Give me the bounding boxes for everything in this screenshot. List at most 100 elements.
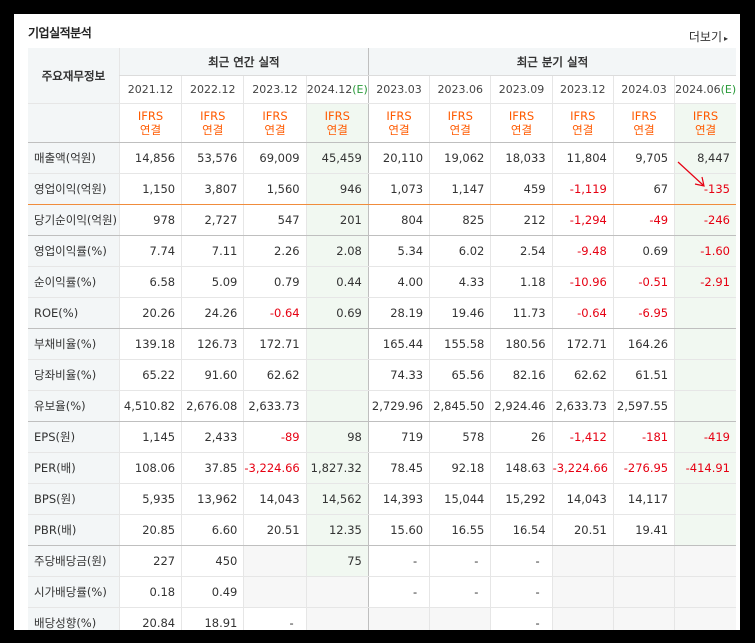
- period-header: 2022.12: [181, 75, 244, 104]
- data-cell: 978: [118, 204, 182, 236]
- data-cell: 172.71: [551, 328, 614, 360]
- data-cell: 2,433: [181, 421, 244, 453]
- data-cell: 126.73: [181, 328, 244, 360]
- data-cell: 3,807: [181, 173, 244, 205]
- row-label: 유보율(%): [28, 390, 120, 422]
- consolidated-label: 연결: [202, 123, 224, 137]
- data-cell: -6.95: [612, 297, 675, 329]
- quarter-group-header: 최근 분기 실적: [367, 48, 736, 76]
- period-label: 2023.09: [498, 83, 545, 96]
- data-cell: 1,150: [118, 173, 182, 205]
- data-cell: 2,633.73: [243, 390, 307, 422]
- data-cell: 212: [490, 204, 553, 236]
- row-label: 주당배당금(원): [28, 545, 120, 577]
- data-cell: -: [490, 607, 553, 630]
- data-cell: [305, 390, 369, 422]
- data-cell: 18,033: [490, 142, 553, 174]
- data-cell: 62.62: [551, 359, 614, 391]
- data-cell: [612, 576, 675, 608]
- consolidated-label: 연결: [449, 123, 471, 137]
- row-label: ROE(%): [28, 297, 120, 329]
- period-header: 2021.12: [118, 75, 182, 104]
- ifrs-label: IFRS: [631, 109, 657, 123]
- data-cell: [305, 576, 369, 608]
- data-cell: [674, 576, 736, 608]
- data-cell: 547: [243, 204, 307, 236]
- data-cell: 16.55: [429, 514, 491, 546]
- more-link-label: 더보기: [688, 30, 722, 44]
- period-header: 2023.12: [551, 75, 614, 104]
- data-cell: 5.34: [367, 235, 430, 267]
- data-cell: 139.18: [118, 328, 182, 360]
- data-cell: 12.35: [305, 514, 369, 546]
- row-label: 영업이익(억원): [28, 173, 120, 205]
- data-cell: 450: [181, 545, 244, 577]
- data-cell: 24.26: [181, 297, 244, 329]
- data-cell: 61.51: [612, 359, 675, 391]
- data-cell: 78.45: [367, 452, 430, 484]
- data-cell: 719: [367, 421, 430, 453]
- data-cell: 19.41: [612, 514, 675, 546]
- data-cell: [243, 576, 307, 608]
- estimate-suffix: (E): [352, 83, 368, 96]
- data-cell: 28.19: [367, 297, 430, 329]
- data-cell: 67: [612, 173, 675, 205]
- data-cell: 65.56: [429, 359, 491, 391]
- data-cell: 14,562: [305, 483, 369, 515]
- data-cell: [674, 328, 736, 360]
- data-cell: [674, 297, 736, 329]
- data-cell: 26: [490, 421, 553, 453]
- data-cell: 15.60: [367, 514, 430, 546]
- data-cell: 11,804: [551, 142, 614, 174]
- period-header: 2024.03: [612, 75, 675, 104]
- data-cell: 2.54: [490, 235, 553, 267]
- data-cell: [305, 328, 369, 360]
- data-cell: 459: [490, 173, 553, 205]
- data-cell: -: [429, 545, 491, 577]
- period-label: 2022.12: [190, 83, 236, 96]
- data-cell: 155.58: [429, 328, 491, 360]
- estimate-suffix: (E): [720, 83, 737, 96]
- data-cell: 53,576: [181, 142, 244, 174]
- ifrs-label: IFRS: [386, 109, 412, 123]
- data-cell: 20.51: [551, 514, 614, 546]
- data-cell: 37.85: [181, 452, 244, 484]
- data-cell: -0.64: [243, 297, 307, 329]
- data-cell: 2.08: [305, 235, 369, 267]
- ifrs-label: IFRS: [137, 109, 164, 123]
- consolidated-label: 연결: [139, 123, 162, 137]
- data-cell: 4,510.82: [118, 390, 182, 422]
- data-cell: -: [367, 576, 430, 608]
- data-cell: 15,044: [429, 483, 491, 515]
- table-row: PBR(배) 20.85 6.60 20.51 12.35 15.60 16.55 16.54…: [28, 514, 736, 546]
- data-cell: 62.62: [243, 359, 307, 391]
- data-cell: 108.06: [118, 452, 182, 484]
- table-row: PER(배) 108.06 37.85 -3,224.66 1,827.32 78.45 9…: [28, 452, 736, 484]
- data-cell: 201: [305, 204, 369, 236]
- data-cell: 20.85: [118, 514, 182, 546]
- table-row: 배당성향(%) 20.84 18.91- -: [28, 607, 736, 630]
- data-cell: -: [367, 545, 430, 577]
- more-link[interactable]: 더보기 ▸: [689, 28, 728, 45]
- ifrs-header: IFRS 연결: [490, 103, 553, 143]
- ifrs-label: IFRS: [324, 109, 350, 123]
- ifrs-header: IFRS 연결: [243, 103, 307, 143]
- consolidated-label: 연결: [388, 123, 410, 137]
- data-cell: 148.63: [490, 452, 553, 484]
- data-cell: 45,459: [305, 142, 369, 174]
- row-label: PER(배): [28, 452, 120, 484]
- ifrs-header: IFRS 연결: [305, 103, 369, 143]
- consolidated-label: 연결: [572, 123, 594, 137]
- data-cell: [674, 390, 736, 422]
- ifrs-header: IFRS 연결: [367, 103, 430, 143]
- period-header: 2023.12: [243, 75, 307, 104]
- row-label: 당기순이익(억원): [28, 204, 120, 236]
- consolidated-label: 연결: [264, 123, 286, 137]
- annotation-arrow-icon: [677, 161, 705, 187]
- row-label: 배당성향(%): [28, 607, 120, 630]
- data-cell: 804: [367, 204, 430, 236]
- table-row: 유보율(%) 4,510.82 2,676.08 2,633.73 2,729.96 2,…: [28, 390, 736, 422]
- data-cell: 5.09: [181, 266, 244, 298]
- consolidated-label: 연결: [326, 123, 348, 137]
- data-cell: 14,043: [551, 483, 614, 515]
